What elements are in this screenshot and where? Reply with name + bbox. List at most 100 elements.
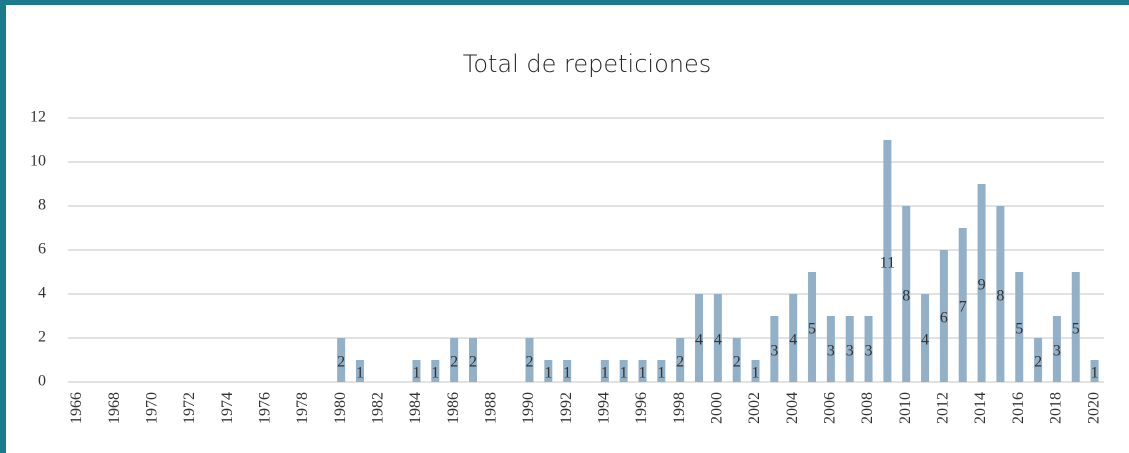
x-tick-label: 1966 — [68, 392, 85, 424]
data-label: 1 — [657, 365, 665, 382]
x-tick-label: 1984 — [407, 392, 424, 424]
x-tick-label: 1970 — [143, 392, 160, 424]
bar — [902, 206, 911, 382]
x-tick-label: 1968 — [106, 392, 123, 424]
data-label: 1 — [431, 365, 439, 382]
x-tick-label: 2000 — [709, 392, 726, 424]
x-tick-label: 2020 — [1085, 392, 1102, 424]
bar — [1071, 272, 1080, 382]
x-tick-label: 1994 — [596, 392, 613, 424]
x-tick-label: 2018 — [1048, 392, 1065, 424]
data-label: 1 — [412, 365, 420, 382]
bar — [1015, 272, 1024, 382]
bar — [676, 338, 685, 382]
bar — [770, 316, 779, 382]
data-label: 1 — [639, 365, 647, 382]
bar — [337, 338, 346, 382]
data-label: 5 — [1015, 321, 1023, 338]
bar — [544, 360, 553, 382]
x-tick-label: 1996 — [633, 392, 650, 424]
data-label: 5 — [1072, 321, 1080, 338]
bar — [431, 360, 440, 382]
data-label: 2 — [469, 354, 477, 371]
data-label: 3 — [865, 343, 873, 360]
data-label: 2 — [676, 354, 684, 371]
data-label: 6 — [940, 310, 948, 327]
data-label: 4 — [695, 332, 703, 349]
bar — [883, 140, 892, 382]
x-tick-label: 2004 — [784, 392, 801, 424]
data-label: 11 — [880, 255, 895, 272]
bar — [958, 228, 967, 382]
x-tick-label: 1972 — [181, 392, 198, 424]
data-label: 2 — [1034, 354, 1042, 371]
x-tick-label: 1990 — [520, 392, 537, 424]
bar — [789, 294, 798, 382]
x-tick-label: 2008 — [859, 392, 876, 424]
x-tick-label: 1986 — [445, 392, 462, 424]
bar — [563, 360, 572, 382]
frame-top — [0, 0, 1129, 5]
bar — [450, 338, 459, 382]
y-tick-label: 6 — [38, 241, 46, 258]
data-label: 1 — [1091, 365, 1099, 382]
bar — [826, 316, 835, 382]
data-label: 8 — [902, 288, 910, 305]
bar — [845, 316, 854, 382]
x-tick-label: 2012 — [935, 392, 952, 424]
data-label: 2 — [337, 354, 345, 371]
x-tick-label: 2014 — [972, 392, 989, 424]
data-label: 5 — [808, 321, 816, 338]
frame-left — [0, 0, 6, 453]
bar — [600, 360, 609, 382]
x-tick-label: 1980 — [332, 392, 349, 424]
bar — [1034, 338, 1043, 382]
bar — [355, 360, 364, 382]
x-tick-label: 2010 — [897, 392, 914, 424]
bar — [713, 294, 722, 382]
data-label: 4 — [789, 332, 797, 349]
y-tick-label: 4 — [38, 285, 46, 302]
bar — [657, 360, 666, 382]
data-label: 8 — [996, 288, 1004, 305]
bar — [808, 272, 817, 382]
bar — [619, 360, 628, 382]
y-tick-label: 12 — [30, 109, 46, 126]
bar — [695, 294, 704, 382]
y-tick-label: 10 — [30, 153, 46, 170]
bar — [751, 360, 760, 382]
data-label: 1 — [752, 365, 760, 382]
data-label: 1 — [563, 365, 571, 382]
bar — [412, 360, 421, 382]
x-tick-label: 1976 — [256, 392, 273, 424]
data-label: 2 — [525, 354, 533, 371]
x-tick-label: 2016 — [1010, 392, 1027, 424]
data-label: 7 — [959, 299, 967, 316]
x-tick-label: 1974 — [219, 392, 236, 424]
bar — [638, 360, 647, 382]
x-tick-label: 1998 — [671, 392, 688, 424]
data-label: 1 — [620, 365, 628, 382]
data-label: 3 — [846, 343, 854, 360]
data-label: 2 — [733, 354, 741, 371]
data-label: 3 — [770, 343, 778, 360]
x-tick-label: 1978 — [294, 392, 311, 424]
data-label: 4 — [714, 332, 722, 349]
bar — [468, 338, 477, 382]
bar — [1052, 316, 1061, 382]
y-tick-label: 2 — [38, 329, 46, 346]
data-label: 4 — [921, 332, 929, 349]
data-label: 9 — [978, 277, 986, 294]
y-tick-label: 8 — [38, 197, 46, 214]
x-tick-label: 1982 — [369, 392, 386, 424]
y-tick-label: 0 — [38, 373, 46, 390]
chart-title: Total de repeticiones — [463, 50, 712, 78]
data-label: 2 — [450, 354, 458, 371]
data-label: 1 — [601, 365, 609, 382]
bar — [996, 206, 1005, 382]
data-label: 1 — [356, 365, 364, 382]
data-label: 3 — [1053, 343, 1061, 360]
bar — [1090, 360, 1099, 382]
x-tick-label: 2002 — [746, 392, 763, 424]
